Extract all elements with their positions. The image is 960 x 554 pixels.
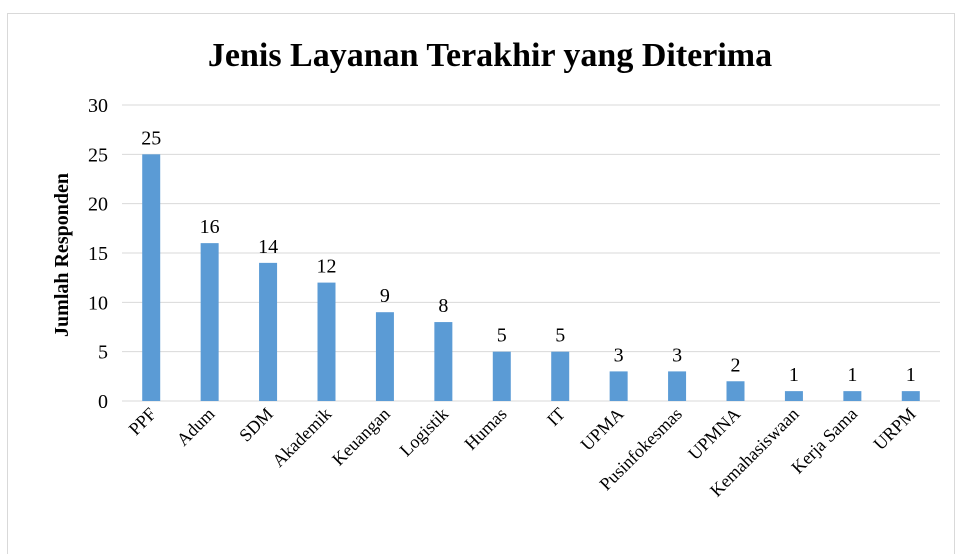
data-label: 14 — [258, 236, 278, 258]
data-label: 9 — [380, 285, 390, 307]
bar — [668, 371, 687, 401]
chart-border — [7, 13, 955, 554]
data-label: 1 — [789, 364, 799, 386]
chart-title: Jenis Layanan Terakhir yang Diterima — [208, 37, 772, 74]
data-label: 3 — [672, 344, 682, 366]
bar — [492, 351, 511, 401]
data-label: 1 — [847, 364, 857, 386]
data-label: 2 — [731, 354, 741, 376]
data-label: 1 — [906, 364, 916, 386]
bar — [843, 391, 862, 401]
y-tick-label: 5 — [98, 342, 108, 364]
bar — [901, 391, 920, 401]
y-tick-label: 10 — [88, 292, 108, 314]
y-tick-label: 25 — [88, 144, 108, 166]
bar — [726, 381, 745, 401]
data-label: 8 — [438, 295, 448, 317]
bar — [609, 371, 628, 401]
bar — [259, 262, 278, 401]
data-label: 5 — [555, 325, 565, 347]
bar — [142, 154, 161, 401]
bar — [551, 351, 570, 401]
bar — [784, 391, 803, 401]
data-label: 12 — [317, 256, 337, 278]
bar — [434, 322, 453, 401]
bar — [317, 282, 336, 401]
data-label: 25 — [141, 127, 161, 149]
y-axis-label: Jumlah Responden — [51, 173, 73, 337]
bar — [375, 312, 394, 401]
y-tick-label: 30 — [88, 95, 108, 117]
bar — [200, 243, 219, 401]
y-tick-label: 20 — [88, 194, 108, 216]
y-tick-label: 0 — [98, 391, 108, 413]
data-label: 5 — [497, 325, 507, 347]
data-label: 3 — [614, 344, 624, 366]
data-label: 16 — [200, 216, 220, 238]
y-tick-label: 15 — [88, 243, 108, 265]
